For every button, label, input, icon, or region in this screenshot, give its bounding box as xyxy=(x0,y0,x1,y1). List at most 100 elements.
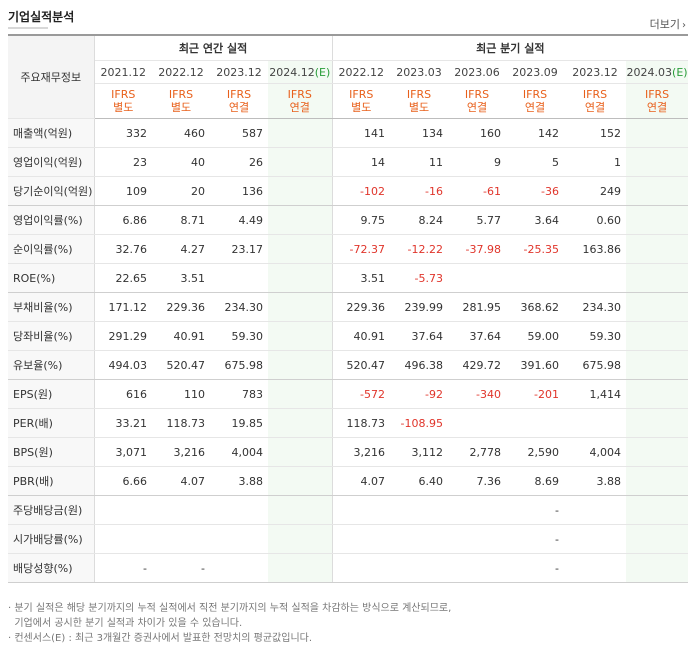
period-header: 2023.03 xyxy=(390,60,449,84)
value-cell: 33.21 xyxy=(94,408,152,438)
value-cell: 675.98 xyxy=(564,350,627,380)
value-cell: 171.12 xyxy=(94,292,152,322)
period-year: 2023.09 xyxy=(512,65,558,79)
basis-type: 별도 xyxy=(408,101,430,114)
row-label: BPS(원) xyxy=(8,437,95,467)
value-cell xyxy=(268,466,333,496)
accounting-basis: IFRS 연결 xyxy=(210,83,268,119)
value-cell: 19.85 xyxy=(210,408,268,438)
basis-type: 연결 xyxy=(289,101,310,114)
value-cell: 3.51 xyxy=(152,263,210,293)
period-header: 2023.12 xyxy=(210,60,268,84)
value-cell xyxy=(626,205,689,235)
table-row: 부채비율(%) 171.12 229.36 234.30 229.36 239.99 281… xyxy=(8,292,689,322)
accounting-basis: IFRS 연결 xyxy=(448,83,507,119)
period-year: 2021.12 xyxy=(100,65,147,79)
period-header: 2024.03(E) xyxy=(626,60,689,84)
period-header: 2023.06 xyxy=(448,60,507,84)
row-label: 영업이익률(%) xyxy=(8,205,95,235)
estimate-mark: (E) xyxy=(672,65,688,79)
value-cell: 26 xyxy=(210,147,268,177)
table-row: PER(배) 33.21 118.73 19.85 118.73 -108.95 xyxy=(8,408,689,438)
value-cell: 9 xyxy=(448,147,507,177)
value-cell: 9.75 xyxy=(332,205,391,235)
value-cell xyxy=(268,437,333,467)
accounting-basis: IFRS 별도 xyxy=(332,83,391,119)
value-cell: 675.98 xyxy=(210,350,268,380)
value-cell: 11 xyxy=(390,147,449,177)
value-cell xyxy=(390,553,449,583)
value-cell: -12.22 xyxy=(390,234,449,264)
accounting-basis: IFRS 별도 xyxy=(94,83,152,119)
value-cell: 40 xyxy=(152,147,210,177)
value-cell xyxy=(210,524,268,554)
value-cell: 783 xyxy=(210,379,268,409)
value-cell xyxy=(626,292,689,322)
table-row: 영업이익률(%) 6.86 8.71 4.49 9.75 8.24 5.77 3.64 0.60 xyxy=(8,205,689,235)
row-label-header: 주요재무정보 xyxy=(8,35,95,119)
value-cell: 4.07 xyxy=(332,466,391,496)
value-cell xyxy=(626,495,689,525)
period-header: 2021.12 xyxy=(94,60,152,84)
value-cell xyxy=(564,495,627,525)
value-cell xyxy=(626,118,689,148)
table-row: 시가배당률(%) - xyxy=(8,524,689,554)
value-cell: 59.30 xyxy=(564,321,627,351)
value-cell: 494.03 xyxy=(94,350,152,380)
table-row: 영업이익(억원) 23 40 26 14 11 9 5 1 xyxy=(8,147,689,177)
row-label: 시가배당률(%) xyxy=(8,524,95,554)
footnote-2: 기업에서 공시한 분기 실적과 차이가 있을 수 있습니다. xyxy=(8,618,243,629)
value-cell: -37.98 xyxy=(448,234,507,264)
row-label: EPS(원) xyxy=(8,379,95,409)
title-underline xyxy=(8,27,48,29)
period-year: 2022.12 xyxy=(158,65,204,79)
value-cell: 3.88 xyxy=(564,466,627,496)
estimate-mark: (E) xyxy=(314,65,331,79)
chevron-right-icon: › xyxy=(682,20,686,31)
value-cell xyxy=(626,379,689,409)
value-cell: -5.73 xyxy=(390,263,449,293)
value-cell: 141 xyxy=(332,118,391,148)
value-cell: - xyxy=(506,524,565,554)
period-header: 2023.12 xyxy=(564,60,627,84)
footnotes: · 분기 실적은 해당 분기까지의 누적 실적에서 직전 분기까지의 누적 실적… xyxy=(8,601,451,646)
value-cell: 163.86 xyxy=(564,234,627,264)
value-cell: 4,004 xyxy=(564,437,627,467)
table-row: BPS(원) 3,071 3,216 4,004 3,216 3,112 2,778 2,59… xyxy=(8,437,689,467)
value-cell xyxy=(506,408,565,438)
value-cell: -72.37 xyxy=(332,234,391,264)
value-cell xyxy=(268,495,333,525)
basis-type: 연결 xyxy=(584,101,606,114)
table-row: 배당성향(%) - - - xyxy=(8,553,689,583)
value-cell: -572 xyxy=(332,379,391,409)
footnote-1: · 분기 실적은 해당 분기까지의 누적 실적에서 직전 분기까지의 누적 실적… xyxy=(8,603,452,614)
row-label: PBR(배) xyxy=(8,466,95,496)
value-cell xyxy=(626,176,689,206)
value-cell: 2,590 xyxy=(506,437,565,467)
value-cell xyxy=(448,263,507,293)
value-cell: - xyxy=(94,553,152,583)
value-cell: 3,216 xyxy=(332,437,391,467)
value-cell: 4.07 xyxy=(152,466,210,496)
value-cell: 3,071 xyxy=(94,437,152,467)
value-cell: 520.47 xyxy=(332,350,391,380)
accounting-basis: IFRS 별도 xyxy=(152,83,210,119)
value-cell: 59.30 xyxy=(210,321,268,351)
value-cell xyxy=(268,321,333,351)
value-cell xyxy=(390,495,449,525)
value-cell xyxy=(564,408,627,438)
row-label: 순이익률(%) xyxy=(8,234,95,264)
period-header: 2024.12(E) xyxy=(268,60,333,84)
value-cell xyxy=(564,524,627,554)
more-link[interactable]: 더보기 › xyxy=(650,16,686,32)
row-label: 영업이익(억원) xyxy=(8,147,95,177)
value-cell xyxy=(332,495,391,525)
value-cell xyxy=(626,263,689,293)
value-cell: -102 xyxy=(332,176,391,206)
value-cell xyxy=(268,234,333,264)
value-cell xyxy=(626,350,689,380)
value-cell xyxy=(268,379,333,409)
period-year: 2024.03 xyxy=(626,65,673,79)
value-cell: 22.65 xyxy=(94,263,152,293)
basis-type: 연결 xyxy=(524,101,546,114)
